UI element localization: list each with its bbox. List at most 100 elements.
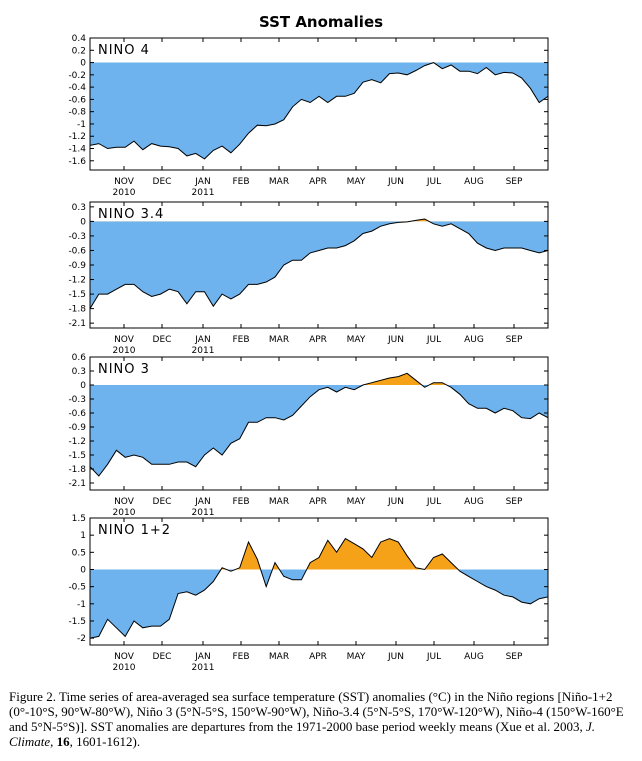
x-tick-label-jun: JUN bbox=[387, 652, 404, 662]
y-tick-label: -2.1 bbox=[68, 479, 86, 489]
x-tick-label-may: MAY bbox=[347, 497, 366, 507]
caption-pages: , 1601-1612). bbox=[69, 734, 141, 749]
x-tick-label-sep: SEP bbox=[506, 652, 523, 662]
x-tick-label-jun: JUN bbox=[387, 335, 404, 345]
y-tick-label: -0.3 bbox=[68, 395, 86, 405]
x-tick-label-jul: JUL bbox=[426, 335, 441, 345]
x-tick-label-sep: SEP bbox=[506, 497, 523, 507]
x-tick-label-dec: DEC bbox=[153, 497, 172, 507]
panel-label: NINO 4 bbox=[98, 43, 150, 58]
y-tick-label: -1 bbox=[77, 600, 86, 610]
y-tick-label: -1.2 bbox=[68, 437, 86, 447]
y-tick-label: 0.2 bbox=[72, 46, 86, 56]
y-tick-label: -1 bbox=[77, 120, 86, 130]
y-tick-label: 1.5 bbox=[72, 514, 86, 524]
y-tick-label: 0 bbox=[80, 565, 86, 575]
x-tick-label-sep: SEP bbox=[506, 177, 523, 187]
caption-volume: 16 bbox=[56, 734, 70, 749]
y-tick-label: 0 bbox=[80, 381, 86, 391]
x-tick-label-may: MAY bbox=[347, 335, 366, 345]
x-tick-label-dec: DEC bbox=[153, 335, 172, 345]
x-tick-label-nov: NOV bbox=[114, 652, 135, 662]
x-tick-label-jul: JUL bbox=[426, 497, 441, 507]
panel-nino-3: NINO 3 0.6 0.3 0 -0.3 -0.6 -0.9 -1.2 -1.5 -1.8 -2.… bbox=[68, 353, 549, 518]
positive-anomaly-area bbox=[221, 538, 459, 570]
anomaly-series-line bbox=[90, 537, 548, 639]
caption-text: Figure 2. Time series of area-averaged s… bbox=[9, 689, 624, 734]
x-tick-label-jun: JUN bbox=[387, 497, 404, 507]
y-tick-label: 0 bbox=[80, 217, 86, 227]
anomaly-series-line bbox=[90, 62, 548, 160]
x-tick-label-aug: AUG bbox=[464, 497, 484, 507]
y-tick-label: -1.8 bbox=[68, 465, 86, 475]
x-tick-label-mar: MAR bbox=[269, 497, 289, 507]
x-tick-label-apr: APR bbox=[309, 652, 327, 662]
x-tick-label-dec: DEC bbox=[153, 177, 172, 187]
y-tick-label: -1.2 bbox=[68, 276, 86, 286]
y-tick-label: 0 bbox=[80, 59, 86, 69]
anomaly-series-line bbox=[90, 218, 548, 309]
y-tick-label: -0.9 bbox=[68, 261, 86, 271]
y-tick-label: -1.8 bbox=[68, 305, 86, 315]
plot-frame bbox=[89, 356, 549, 491]
x-tick-label-aug: AUG bbox=[464, 652, 484, 662]
x-tick-label-mar: MAR bbox=[269, 177, 289, 187]
sst-anomalies-figure: SST Anomalies NINO 4 0.4 0.2 0 -0.2 -0.4 -0.6 -… bbox=[68, 13, 549, 673]
negative-anomaly-area bbox=[90, 221, 548, 309]
x-tick-label-jan: JAN bbox=[194, 177, 210, 187]
x-tick-label-apr: APR bbox=[309, 497, 327, 507]
negative-anomaly-area bbox=[90, 385, 548, 476]
figure-caption: Figure 2. Time series of area-averaged s… bbox=[9, 689, 634, 749]
y-tick-label: -1.6 bbox=[68, 157, 86, 167]
y-tick-label: -2 bbox=[77, 634, 86, 644]
year-label: 2010 bbox=[113, 346, 136, 356]
x-tick-label-aug: AUG bbox=[464, 177, 484, 187]
y-tick-label: -0.5 bbox=[68, 583, 86, 593]
y-tick-label: 0.4 bbox=[72, 34, 87, 44]
year-label: 2011 bbox=[192, 188, 215, 198]
panel-nino-1-2: NINO 1+2 1.5 1 0.5 0 -0.5 -1 -1.5 -2 NOV DEC JAN FEB… bbox=[68, 514, 549, 673]
y-tick-label: 0.6 bbox=[72, 353, 87, 363]
y-tick-label: 0.3 bbox=[72, 367, 86, 377]
y-tick-label: -0.6 bbox=[68, 95, 86, 105]
x-tick-label-nov: NOV bbox=[114, 497, 135, 507]
y-tick-label: -1.5 bbox=[68, 290, 86, 300]
x-tick-label-jan: JAN bbox=[194, 335, 210, 345]
y-tick-label: -0.3 bbox=[68, 232, 86, 242]
x-tick-label-apr: APR bbox=[309, 335, 327, 345]
y-tick-label: -1.4 bbox=[68, 145, 86, 155]
anomaly-series-line bbox=[90, 372, 548, 477]
plot-frame bbox=[89, 517, 549, 646]
x-tick-label-apr: APR bbox=[309, 177, 327, 187]
x-tick-label-jul: JUL bbox=[426, 652, 441, 662]
x-tick-label-jan: JAN bbox=[194, 652, 210, 662]
y-tick-label: 0.3 bbox=[72, 203, 86, 213]
x-tick-label-may: MAY bbox=[347, 652, 366, 662]
y-tick-label: -0.2 bbox=[68, 71, 86, 81]
x-tick-label-jul: JUL bbox=[426, 177, 441, 187]
y-tick-label: -2.1 bbox=[68, 319, 86, 329]
x-tick-label-feb: FEB bbox=[232, 335, 249, 345]
y-tick-label: 0.5 bbox=[72, 548, 86, 558]
negative-anomaly-area bbox=[90, 62, 548, 159]
figure-title: SST Anomalies bbox=[259, 13, 383, 31]
y-tick-label: -0.4 bbox=[68, 83, 86, 93]
year-label: 2011 bbox=[192, 346, 215, 356]
x-tick-label-mar: MAR bbox=[269, 652, 289, 662]
x-tick-label-jan: JAN bbox=[194, 497, 210, 507]
y-tick-label: -0.8 bbox=[68, 108, 86, 118]
year-label: 2010 bbox=[113, 188, 136, 198]
year-label: 2011 bbox=[192, 508, 215, 518]
caption-journal: J. Climate bbox=[9, 719, 595, 749]
x-tick-label-feb: FEB bbox=[232, 652, 249, 662]
x-tick-label-nov: NOV bbox=[114, 177, 135, 187]
x-tick-label-nov: NOV bbox=[114, 335, 135, 345]
x-tick-label-may: MAY bbox=[347, 177, 366, 187]
x-tick-label-jun: JUN bbox=[387, 177, 404, 187]
x-tick-label-mar: MAR bbox=[269, 335, 289, 345]
panel-label: NINO 3.4 bbox=[98, 207, 164, 222]
x-tick-label-sep: SEP bbox=[506, 335, 523, 345]
y-tick-label: -0.9 bbox=[68, 423, 86, 433]
x-tick-label-dec: DEC bbox=[153, 652, 172, 662]
y-tick-label: -1.5 bbox=[68, 451, 86, 461]
